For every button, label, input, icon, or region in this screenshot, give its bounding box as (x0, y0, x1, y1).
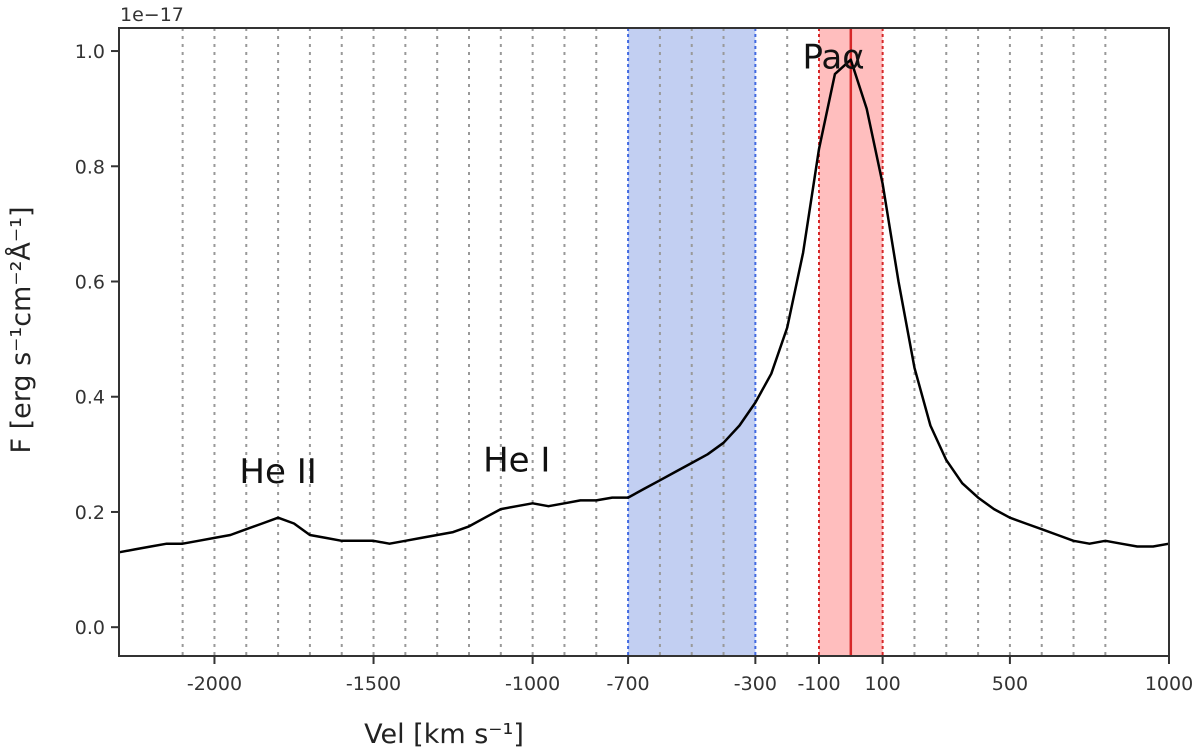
y-tick-label: 0.0 (75, 617, 105, 639)
y-tick-label: 0.8 (75, 156, 105, 178)
annotation-group: He II He I Paα (239, 37, 864, 492)
y-axis-title: F [erg s⁻¹cm⁻²Å⁻¹] (5, 206, 37, 453)
x-tick-label: 1000 (1145, 673, 1193, 695)
annotation-label: Paα (802, 37, 864, 77)
series-line-spectrum (118, 58, 1170, 554)
x-axis-ticks: -2000 -1500 -1000 -700 -300 -100 100 500 1000 (187, 656, 1193, 695)
y-offset-label: 1e−17 (120, 4, 184, 26)
series-group (118, 58, 1170, 554)
x-tick-label: -2000 (187, 673, 242, 695)
vertical-grid-lines (181, 28, 1107, 656)
x-axis-title: Vel [km s⁻¹] (364, 719, 524, 750)
x-tick-label: -100 (797, 673, 840, 695)
y-tick-label: 0.2 (75, 502, 105, 524)
x-tick-label: -700 (607, 673, 650, 695)
x-tick-label: -300 (734, 673, 777, 695)
x-tick-label: -1000 (505, 673, 560, 695)
x-tick-label: 500 (992, 673, 1028, 695)
y-tick-label: 0.6 (75, 272, 105, 294)
y-tick-label: 0.4 (75, 387, 105, 409)
velocity-bands (627, 28, 884, 656)
x-tick-label: -1500 (346, 673, 401, 695)
annotation-label: He I (483, 441, 550, 481)
plot-frame (118, 27, 1170, 657)
x-tick-label: 100 (865, 673, 901, 695)
y-axis-ticks: 0.0 0.2 0.4 0.6 0.8 1.0 (75, 41, 119, 639)
y-tick-label: 1.0 (75, 41, 105, 63)
annotation-label: He II (239, 452, 316, 492)
